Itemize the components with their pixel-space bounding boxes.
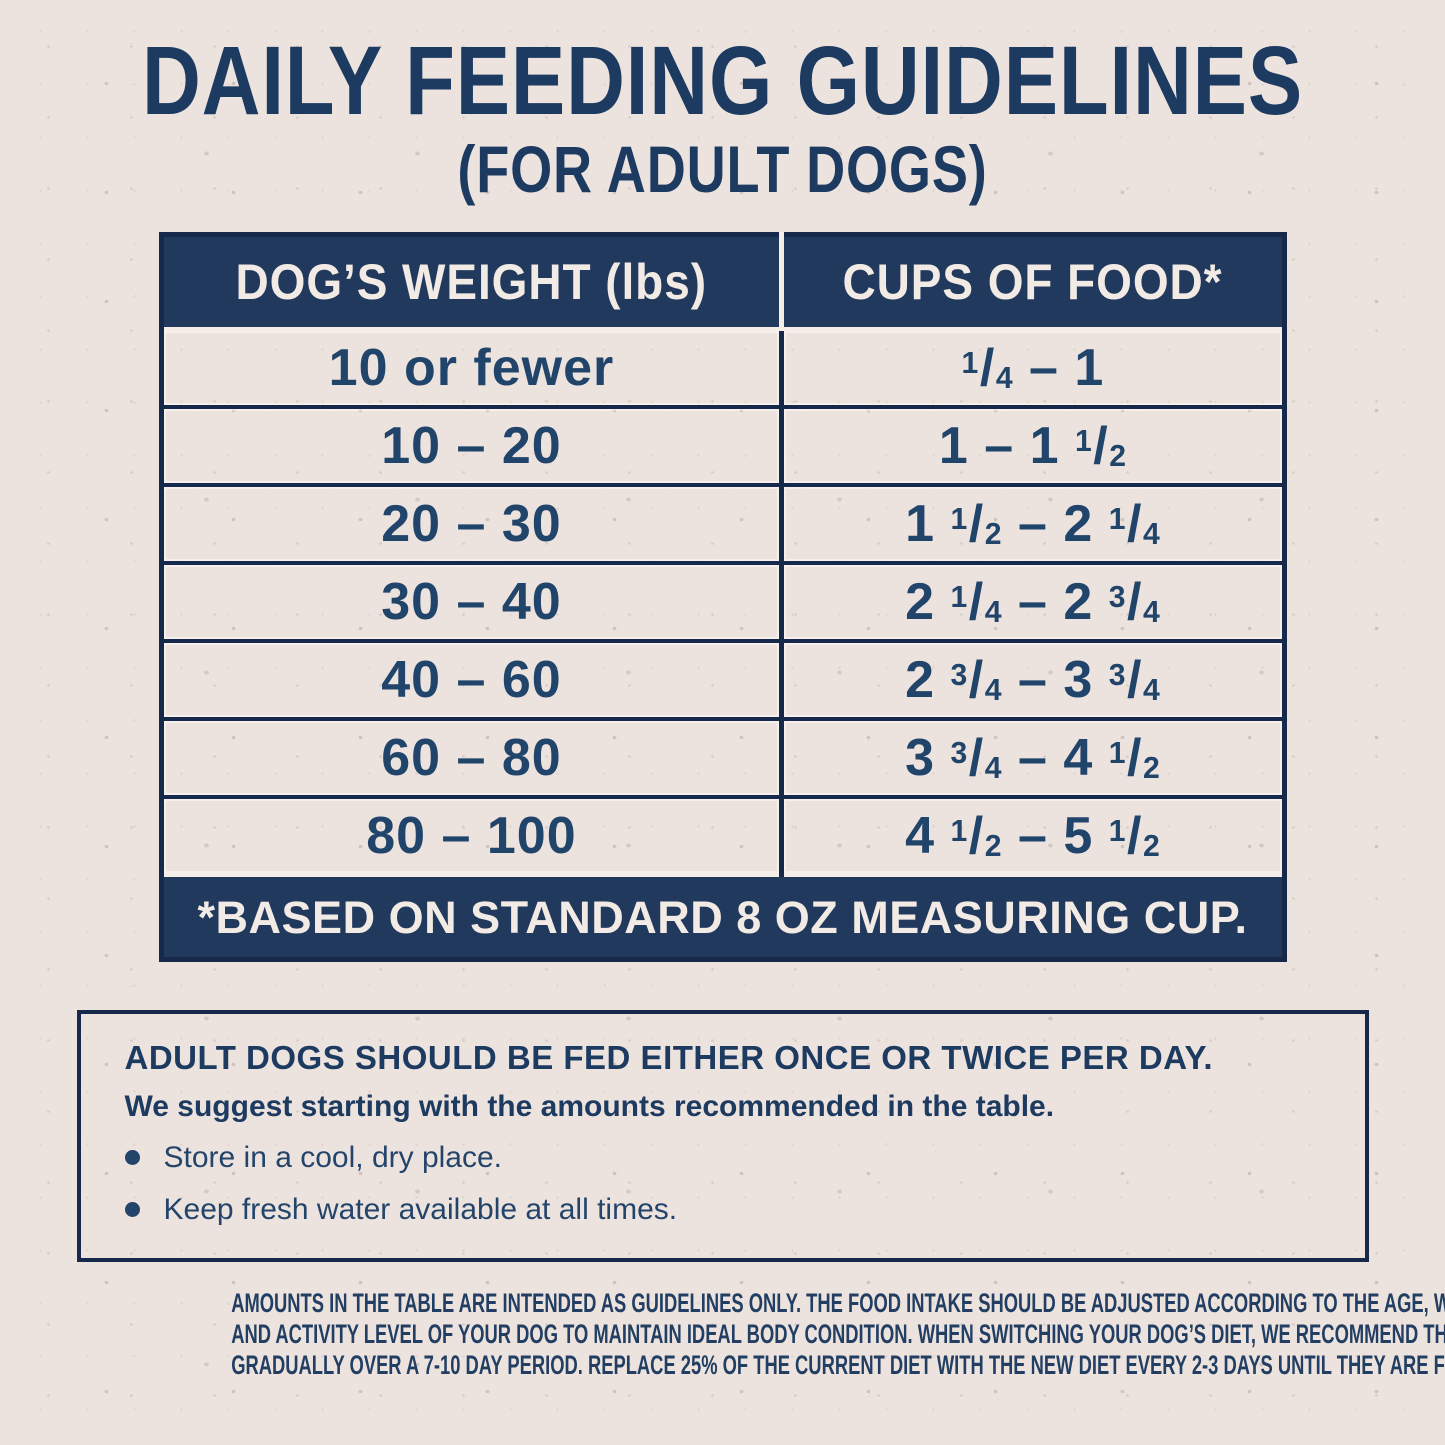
fraction: 3/4: [1108, 573, 1161, 632]
page-title: DAILY FEEDING GUIDELINES: [141, 26, 1304, 135]
feeding-table: DOG’S WEIGHT (lbs) CUPS OF FOOD* 10 or f…: [158, 231, 1287, 962]
list-item: Keep fresh water available at all times.: [124, 1192, 1325, 1228]
disclaimer: AMOUNTS IN THE TABLE ARE INTENDED AS GUI…: [0, 1288, 1445, 1381]
table-row: 10 or fewer 1/4 – 1: [161, 327, 1284, 408]
table-row: 40 – 60 2 3/4 – 3 3/4: [161, 639, 1284, 720]
fraction: 3/4: [950, 651, 1003, 710]
column-header-dogs-weight-label: DOG’S WEIGHT (lbs): [235, 254, 708, 311]
notes-list: Store in a cool, dry place. Keep fresh w…: [124, 1140, 1325, 1228]
fraction: 1/2: [1108, 729, 1161, 788]
cups-cell: 1 – 1 1/2: [779, 405, 1284, 486]
fraction: 1/2: [1074, 417, 1128, 476]
notes-heading: ADULT DOGS SHOULD BE FED EITHER ONCE OR …: [124, 1038, 1214, 1076]
weight-cell: 10 – 20: [161, 405, 782, 486]
table-row: 30 – 40 2 1/4 – 2 3/4: [161, 561, 1284, 642]
bullet-icon: [124, 1202, 140, 1218]
header-row: DOG’S WEIGHT (lbs) CUPS OF FOOD*: [161, 234, 1284, 330]
weight-cell: 40 – 60: [161, 639, 782, 720]
weight-cell: 80 – 100: [161, 795, 782, 876]
fraction: 1/4: [1108, 495, 1161, 554]
cups-cell: 1 1/2 – 2 1/4: [779, 483, 1284, 564]
list-item-text: Store in a cool, dry place.: [163, 1140, 503, 1174]
feeding-table-body: 10 or fewer 1/4 – 1 10 – 20 1 – 1 1/2 20 – 3…: [161, 327, 1284, 876]
list-item: Store in a cool, dry place.: [124, 1140, 1325, 1176]
column-header-cups-of-food: CUPS OF FOOD*: [779, 234, 1284, 330]
weight-cell: 60 – 80: [161, 717, 782, 798]
footnote-cell: *BASED ON STANDARD 8 OZ MEASURING CUP.: [161, 873, 1284, 960]
footnote-row: *BASED ON STANDARD 8 OZ MEASURING CUP.: [161, 873, 1284, 960]
cups-cell: 3 3/4 – 4 1/2: [779, 717, 1284, 798]
cups-cell: 2 1/4 – 2 3/4: [779, 561, 1284, 642]
column-header-cups-of-food-label: CUPS OF FOOD*: [842, 254, 1223, 311]
fraction: 3/4: [950, 729, 1003, 788]
fraction: 3/4: [1108, 651, 1161, 710]
fraction: 1/4: [950, 573, 1003, 632]
fraction: 1/2: [950, 807, 1003, 866]
feeding-notes-box: ADULT DOGS SHOULD BE FED EITHER ONCE OR …: [76, 1009, 1369, 1262]
bullet-icon: [124, 1150, 140, 1166]
disclaimer-line: GRADUALLY OVER A 7-10 DAY PERIOD. REPLAC…: [231, 1349, 1445, 1380]
fraction: 1/4: [961, 339, 1014, 398]
cups-cell: 1/4 – 1: [779, 327, 1284, 408]
table-row: 10 – 20 1 – 1 1/2: [161, 405, 1284, 486]
feeding-table-footer: *BASED ON STANDARD 8 OZ MEASURING CUP.: [161, 873, 1284, 960]
page-subtitle: (FOR ADULT DOGS): [457, 131, 988, 206]
weight-cell: 20 – 30: [161, 483, 782, 564]
table-row: 60 – 80 3 3/4 – 4 1/2: [161, 717, 1284, 798]
cups-cell: 2 3/4 – 3 3/4: [779, 639, 1284, 720]
column-header-dogs-weight: DOG’S WEIGHT (lbs): [161, 234, 782, 330]
weight-cell: 30 – 40: [161, 561, 782, 642]
list-item-text: Keep fresh water available at all times.: [163, 1192, 678, 1226]
notes-subheading: We suggest starting with the amounts rec…: [124, 1089, 1055, 1123]
feeding-table-header: DOG’S WEIGHT (lbs) CUPS OF FOOD*: [161, 234, 1284, 330]
disclaimer-line: AMOUNTS IN THE TABLE ARE INTENDED AS GUI…: [231, 1287, 1445, 1318]
table-row: 80 – 100 4 1/2 – 5 1/2: [161, 795, 1284, 876]
fraction: 1/2: [1108, 807, 1161, 866]
weight-cell: 10 or fewer: [161, 327, 782, 408]
disclaimer-line: AND ACTIVITY LEVEL OF YOUR DOG TO MAINTA…: [231, 1318, 1445, 1349]
cups-cell: 4 1/2 – 5 1/2: [779, 795, 1284, 876]
table-row: 20 – 30 1 1/2 – 2 1/4: [161, 483, 1284, 564]
fraction: 1/2: [950, 495, 1003, 554]
